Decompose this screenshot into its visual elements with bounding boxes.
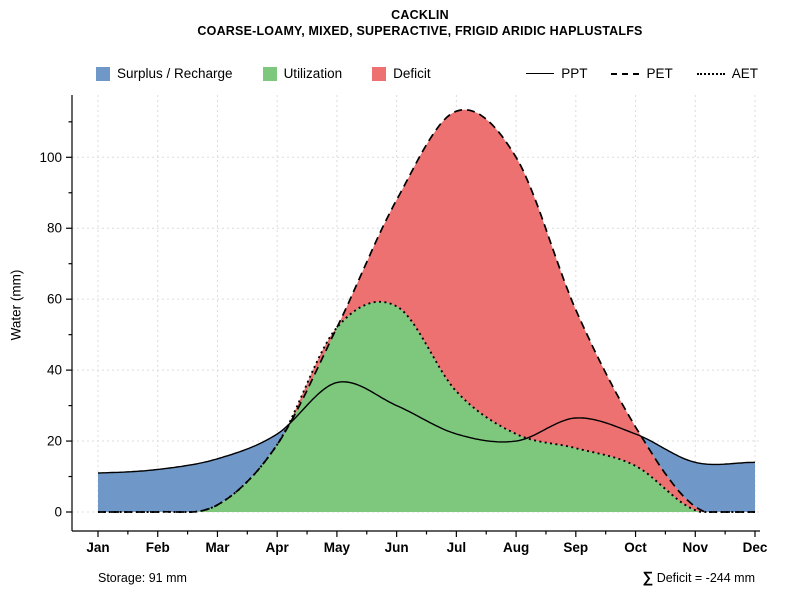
chart-title: CACKLIN (391, 8, 449, 22)
svg-text:May: May (324, 540, 351, 555)
svg-text:100: 100 (39, 150, 62, 165)
deficit-sum-text: Deficit = -244 mm (653, 571, 755, 585)
solid-line-sample (526, 73, 555, 74)
svg-text:Aug: Aug (503, 540, 529, 555)
legend-line-group: PPT PET AET (502, 66, 758, 81)
legend-item-utilization: Utilization (262, 66, 343, 81)
deficit-sum-note: ∑ Deficit = -244 mm (643, 569, 755, 586)
svg-text:20: 20 (47, 434, 62, 449)
legend-label-pet: PET (646, 66, 673, 81)
legend-item-pet: PET (611, 66, 673, 81)
legend: Surplus / Recharge Utilization Deficit P… (96, 66, 758, 81)
svg-text:60: 60 (47, 292, 62, 307)
dotted-line-sample (696, 72, 725, 75)
sigma-symbol: ∑ (642, 569, 654, 586)
svg-text:80: 80 (47, 221, 62, 236)
svg-text:Feb: Feb (146, 540, 170, 555)
legend-item-deficit: Deficit (372, 66, 431, 81)
svg-text:0: 0 (54, 505, 62, 520)
legend-label-surplus: Surplus / Recharge (117, 66, 233, 81)
svg-text:Sep: Sep (563, 540, 588, 555)
deficit-swatch (372, 66, 387, 81)
svg-text:Jan: Jan (86, 540, 109, 555)
storage-note: Storage: 91 mm (98, 571, 187, 585)
legend-label-utilization: Utilization (283, 66, 343, 81)
legend-label-ppt: PPT (561, 66, 588, 81)
svg-text:Dec: Dec (743, 540, 768, 555)
legend-label-deficit: Deficit (393, 66, 431, 81)
svg-text:Jun: Jun (385, 540, 409, 555)
utilization-swatch (262, 66, 277, 81)
legend-item-surplus: Surplus / Recharge (96, 66, 233, 81)
legend-item-aet: AET (696, 66, 758, 81)
legend-item-ppt: PPT (526, 66, 587, 81)
legend-label-aet: AET (731, 66, 758, 81)
svg-text:Oct: Oct (624, 540, 647, 555)
svg-text:Nov: Nov (683, 540, 709, 555)
svg-text:40: 40 (47, 363, 62, 378)
svg-text:Apr: Apr (266, 540, 290, 555)
dashed-line-sample (611, 72, 640, 75)
surplus-swatch (96, 66, 110, 81)
svg-text:Mar: Mar (205, 540, 230, 555)
chart-subtitle: COARSE-LOAMY, MIXED, SUPERACTIVE, FRIGID… (197, 24, 643, 38)
svg-text:Jul: Jul (447, 540, 467, 555)
